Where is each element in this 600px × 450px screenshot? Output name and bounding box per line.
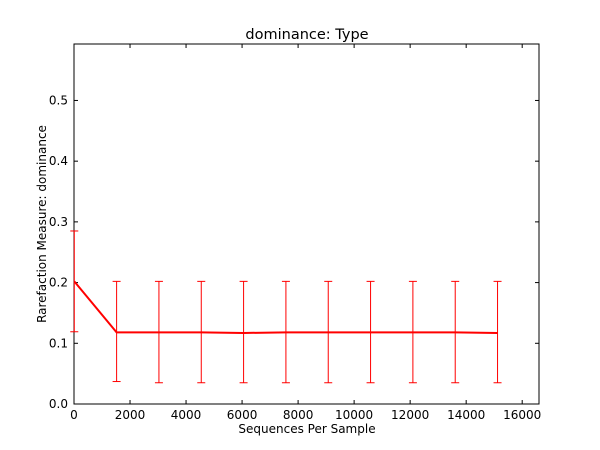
x-tick-label: 12000 (391, 408, 429, 422)
plot-area (73, 43, 540, 405)
x-tick-label: 2000 (115, 408, 146, 422)
x-tick-label: 10000 (335, 408, 373, 422)
x-tick-label: 4000 (171, 408, 202, 422)
x-tick-label: 0 (70, 408, 78, 422)
y-tick-label: 0.2 (49, 276, 68, 290)
y-tick-label: 0.1 (49, 336, 68, 350)
chart-title: dominance: Type (245, 27, 368, 43)
x-tick-labels: 0 2000 4000 6000 8000 10000 12000 14000 16000 (70, 408, 541, 422)
x-tick-label: 14000 (447, 408, 485, 422)
error-bars (70, 230, 502, 384)
y-tick-label: 0.3 (49, 215, 68, 229)
y-tick-label: 0.5 (49, 93, 68, 107)
axis-ticks (73, 44, 539, 405)
x-tick-label: 8000 (283, 408, 314, 422)
y-tick-labels: 0.0 0.1 0.2 0.3 0.4 0.5 (49, 93, 68, 411)
x-axis-label: Sequences Per Sample (238, 422, 375, 436)
series-line (73, 280, 498, 334)
x-tick-label: 6000 (227, 408, 258, 422)
x-tick-label: 16000 (503, 408, 541, 422)
y-tick-label: 0.0 (49, 397, 68, 411)
y-axis-label: Rarefaction Measure: dominance (35, 125, 49, 323)
y-tick-label: 0.4 (49, 154, 68, 168)
